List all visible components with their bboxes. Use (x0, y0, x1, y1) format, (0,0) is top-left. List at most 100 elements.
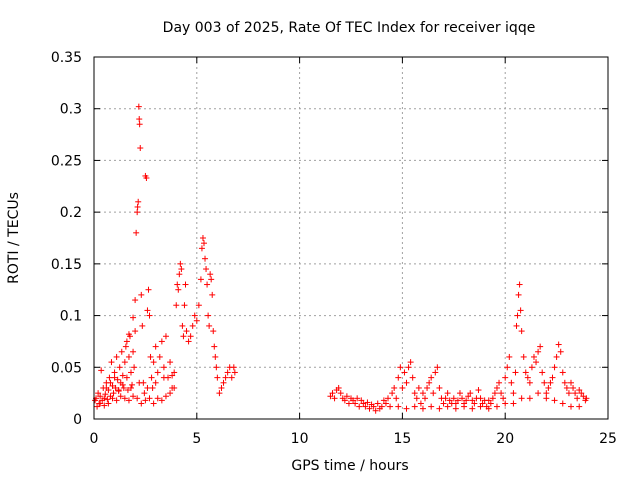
data-point (370, 403, 377, 410)
data-point (362, 403, 369, 410)
data-point (154, 395, 161, 402)
data-point (372, 407, 379, 414)
data-point (502, 400, 509, 407)
data-point (152, 379, 159, 386)
data-point (567, 379, 574, 386)
data-point (356, 403, 363, 410)
data-point (407, 359, 414, 366)
data-point (150, 359, 157, 366)
data-point (147, 353, 154, 360)
data-point (345, 400, 352, 407)
data-point (121, 395, 128, 402)
data-point (352, 400, 359, 407)
data-point (424, 384, 431, 391)
data-point (174, 281, 181, 288)
data-point (133, 229, 140, 236)
data-point (504, 364, 511, 371)
data-point (411, 403, 418, 410)
data-point (452, 400, 459, 407)
data-point (176, 271, 183, 278)
data-point (171, 369, 178, 376)
data-point (97, 393, 104, 400)
y-tick-label: 0.1 (60, 309, 82, 325)
x-tick-label: 5 (192, 431, 201, 447)
data-point (109, 395, 116, 402)
data-point (137, 145, 144, 152)
data-point (208, 276, 215, 283)
data-point (578, 390, 585, 397)
data-point (561, 379, 568, 386)
data-point (515, 291, 522, 298)
data-point (380, 397, 387, 404)
data-point (138, 400, 145, 407)
data-point (112, 384, 119, 391)
y-tick-label: 0.25 (51, 153, 82, 169)
data-point (134, 395, 141, 402)
data-point (207, 271, 214, 278)
data-point (119, 381, 126, 388)
data-point (479, 400, 486, 407)
data-point (417, 400, 424, 407)
data-point (118, 348, 125, 355)
data-point (526, 379, 533, 386)
data-point (446, 397, 453, 404)
data-point (574, 395, 581, 402)
data-point (211, 343, 218, 350)
data-point (222, 374, 229, 381)
data-point (557, 348, 564, 355)
data-point (469, 397, 476, 404)
data-point (205, 312, 212, 319)
data-point (113, 353, 120, 360)
data-point (224, 369, 231, 376)
data-point (125, 397, 132, 404)
data-point (422, 395, 429, 402)
data-point (454, 397, 461, 404)
data-point (539, 369, 546, 376)
data-point (150, 400, 157, 407)
data-point (158, 338, 165, 345)
data-point (114, 376, 121, 383)
data-point (514, 312, 521, 319)
data-point (477, 395, 484, 402)
data-point (452, 405, 459, 412)
data-point (195, 302, 202, 309)
data-point (158, 397, 165, 404)
data-point (134, 203, 141, 210)
data-point (135, 198, 142, 205)
data-point (444, 403, 451, 410)
data-point (167, 359, 174, 366)
data-point (119, 372, 126, 379)
data-point (139, 322, 146, 329)
data-point (403, 379, 410, 386)
data-point (121, 359, 128, 366)
data-point (526, 395, 533, 402)
y-tick-label: 0.05 (51, 360, 82, 376)
data-point (110, 390, 117, 397)
data-point (459, 395, 466, 402)
data-point (136, 116, 143, 123)
data-point (123, 338, 130, 345)
data-point (130, 393, 137, 400)
data-point (506, 353, 513, 360)
data-point (498, 390, 505, 397)
data-point (132, 297, 139, 304)
data-point (524, 374, 531, 381)
axis-ticks: 0 5 10 15 20 25 0 0.05 0.1 0.15 0.2 0.25 0.3 0.35 (51, 50, 617, 447)
data-point (171, 384, 178, 391)
data-point (530, 353, 537, 360)
y-axis-label: ROTI / TECUs (6, 192, 22, 284)
y-tick-label: 0.15 (51, 257, 82, 273)
data-point (350, 397, 357, 404)
data-point (204, 281, 211, 288)
x-tick-label: 10 (291, 431, 309, 447)
data-point (128, 369, 135, 376)
data-point (395, 403, 402, 410)
data-point (182, 281, 189, 288)
data-point (537, 343, 544, 350)
data-point (200, 240, 207, 247)
data-point (187, 333, 194, 340)
data-point (450, 395, 457, 402)
data-point (107, 379, 114, 386)
data-point (108, 359, 115, 366)
data-point (570, 384, 577, 391)
